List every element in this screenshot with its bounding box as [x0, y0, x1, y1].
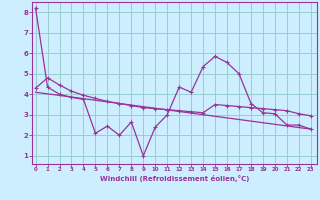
X-axis label: Windchill (Refroidissement éolien,°C): Windchill (Refroidissement éolien,°C): [100, 175, 249, 182]
